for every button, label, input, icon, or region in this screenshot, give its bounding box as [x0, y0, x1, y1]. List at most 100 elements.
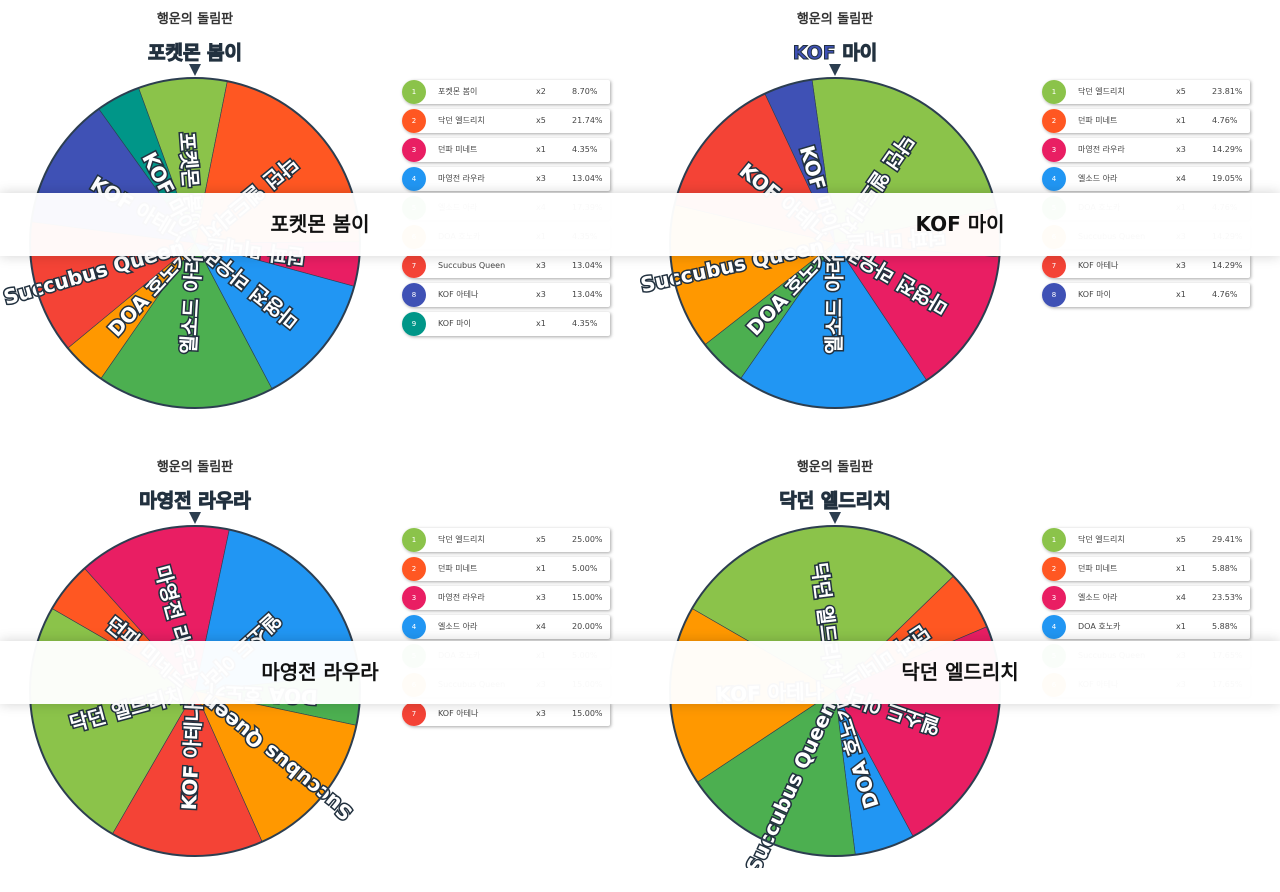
legend-row[interactable]: 1 닥던 엘드리치 x5 25.00% — [402, 528, 610, 552]
legend-multiplier: x3 — [536, 174, 546, 183]
legend-row[interactable]: 7 Succubus Queen x3 13.04% — [402, 254, 610, 278]
legend-multiplier: x5 — [536, 535, 546, 544]
legend-multiplier: x1 — [1176, 622, 1186, 631]
legend-name: 포켓몬 봄이 — [438, 87, 478, 96]
legend-number-badge: 3 — [1042, 586, 1066, 610]
legend-row[interactable]: 3 마영전 라우라 x3 14.29% — [1042, 138, 1250, 162]
winner-label: KOF 마이 — [792, 42, 878, 65]
legend-row[interactable]: 7 KOF 아테나 x3 14.29% — [1042, 254, 1250, 278]
legend-percentage: 25.00% — [572, 535, 603, 544]
legend-name: DOA 호노카 — [1078, 622, 1121, 631]
legend-percentage: 20.00% — [572, 622, 603, 631]
legend-row[interactable]: 4 엘소드 아라 x4 19.05% — [1042, 167, 1250, 191]
legend-multiplier: x1 — [1176, 564, 1186, 573]
legend-multiplier: x4 — [1176, 593, 1186, 602]
wheel-segment-label: 엘소드 아라 — [822, 254, 847, 354]
legend-name: 엘소드 아라 — [1078, 174, 1118, 183]
winner-label: 마영전 라우라 — [139, 490, 252, 513]
legend-number-badge: 4 — [402, 615, 426, 639]
legend-row[interactable]: 8 KOF 아테나 x3 13.04% — [402, 283, 610, 307]
legend-name: 마영전 라우라 — [438, 174, 485, 183]
legend-row[interactable]: 2 닥던 엘드리치 x5 21.74% — [402, 109, 610, 133]
legend-number-badge: 1 — [1042, 528, 1066, 552]
panel-title: 행운의 돌림판 — [156, 12, 234, 27]
legend-multiplier: x1 — [1176, 290, 1186, 299]
legend-number-badge: 1 — [402, 528, 426, 552]
legend-multiplier: x3 — [536, 709, 546, 718]
legend-row[interactable]: 4 엘소드 아라 x4 20.00% — [402, 615, 610, 639]
legend-percentage: 23.53% — [1212, 593, 1243, 602]
legend-row[interactable]: 3 던파 미네트 x1 4.35% — [402, 138, 610, 162]
legend-percentage: 29.41% — [1212, 535, 1243, 544]
legend-name: Succubus Queen — [438, 261, 506, 270]
legend-percentage: 5.88% — [1212, 564, 1238, 573]
legend-multiplier: x1 — [536, 319, 546, 328]
legend-row[interactable]: 9 KOF 마이 x1 4.35% — [402, 312, 610, 336]
legend-row[interactable]: 7 KOF 아테나 x3 15.00% — [402, 702, 610, 726]
legend-multiplier: x3 — [536, 593, 546, 602]
legend-percentage: 21.74% — [572, 116, 603, 125]
legend-percentage: 8.70% — [572, 87, 598, 96]
legend-multiplier: x3 — [1176, 261, 1186, 270]
legend-number-badge: 4 — [402, 167, 426, 191]
legend-percentage: 15.00% — [572, 709, 603, 718]
pointer-icon — [829, 512, 841, 524]
pointer-icon — [189, 64, 201, 76]
legend-percentage: 15.00% — [572, 593, 603, 602]
legend-percentage: 14.29% — [1212, 261, 1243, 270]
legend-row[interactable]: 3 엘소드 아라 x4 23.53% — [1042, 586, 1250, 610]
legend-number-badge: 2 — [402, 109, 426, 133]
legend-multiplier: x5 — [1176, 87, 1186, 96]
legend-name: 엘소드 아라 — [438, 622, 478, 631]
legend-number-badge: 8 — [402, 283, 426, 307]
legend-number-badge: 3 — [402, 138, 426, 162]
legend-percentage: 4.76% — [1212, 290, 1238, 299]
legend-name: 던파 미네트 — [438, 145, 478, 154]
legend-number-badge: 2 — [402, 557, 426, 581]
legend-number-badge: 3 — [402, 586, 426, 610]
legend-name: KOF 아테나 — [438, 290, 479, 299]
legend-name: KOF 마이 — [1078, 290, 1111, 299]
legend-multiplier: x4 — [1176, 174, 1186, 183]
legend-name: 마영전 라우라 — [1078, 145, 1125, 154]
pointer-icon — [189, 512, 201, 524]
legend-number-badge: 9 — [402, 312, 426, 336]
legend-name: KOF 마이 — [438, 319, 471, 328]
legend-percentage: 14.29% — [1212, 145, 1243, 154]
legend-row[interactable]: 4 마영전 라우라 x3 13.04% — [402, 167, 610, 191]
legend-name: 닥던 엘드리치 — [438, 116, 485, 125]
legend-row[interactable]: 2 던파 미네트 x1 5.00% — [402, 557, 610, 581]
legend-percentage: 5.00% — [572, 564, 598, 573]
legend-row[interactable]: 8 KOF 마이 x1 4.76% — [1042, 283, 1250, 307]
legend-multiplier: x3 — [536, 261, 546, 270]
winner-label: 닥던 엘드리치 — [779, 490, 892, 513]
legend-multiplier: x2 — [536, 87, 546, 96]
result-banner: 마영전 라우라 닥던 엘드리치 — [0, 641, 1280, 704]
legend-name: 던파 미네트 — [1078, 116, 1118, 125]
panel-title: 행운의 돌림판 — [796, 460, 874, 475]
legend-row[interactable]: 1 닥던 엘드리치 x5 23.81% — [1042, 80, 1250, 104]
legend-row[interactable]: 3 마영전 라우라 x3 15.00% — [402, 586, 610, 610]
legend-percentage: 5.88% — [1212, 622, 1238, 631]
legend-number-badge: 2 — [1042, 109, 1066, 133]
legend-row[interactable]: 2 던파 미네트 x1 4.76% — [1042, 109, 1250, 133]
legend-percentage: 4.35% — [572, 319, 598, 328]
pointer-icon — [829, 64, 841, 76]
legend-number-badge: 8 — [1042, 283, 1066, 307]
legend-row[interactable]: 2 던파 미네트 x1 5.88% — [1042, 557, 1250, 581]
legend-multiplier: x1 — [1176, 116, 1186, 125]
legend-row[interactable]: 1 포켓몬 봄이 x2 8.70% — [402, 80, 610, 104]
legend-number-badge: 4 — [1042, 167, 1066, 191]
legend-number-badge: 2 — [1042, 557, 1066, 581]
legend-name: 던파 미네트 — [1078, 564, 1118, 573]
legend-number-badge: 7 — [1042, 254, 1066, 278]
legend-percentage: 4.35% — [572, 145, 598, 154]
legend-number-badge: 3 — [1042, 138, 1066, 162]
legend-row[interactable]: 4 DOA 호노카 x1 5.88% — [1042, 615, 1250, 639]
legend-multiplier: x1 — [536, 145, 546, 154]
legend-multiplier: x4 — [536, 622, 546, 631]
legend-row[interactable]: 1 닥던 엘드리치 x5 29.41% — [1042, 528, 1250, 552]
legend-name: 닥던 엘드리치 — [1078, 535, 1125, 544]
legend-percentage: 23.81% — [1212, 87, 1243, 96]
legend-name: 마영전 라우라 — [438, 593, 485, 602]
